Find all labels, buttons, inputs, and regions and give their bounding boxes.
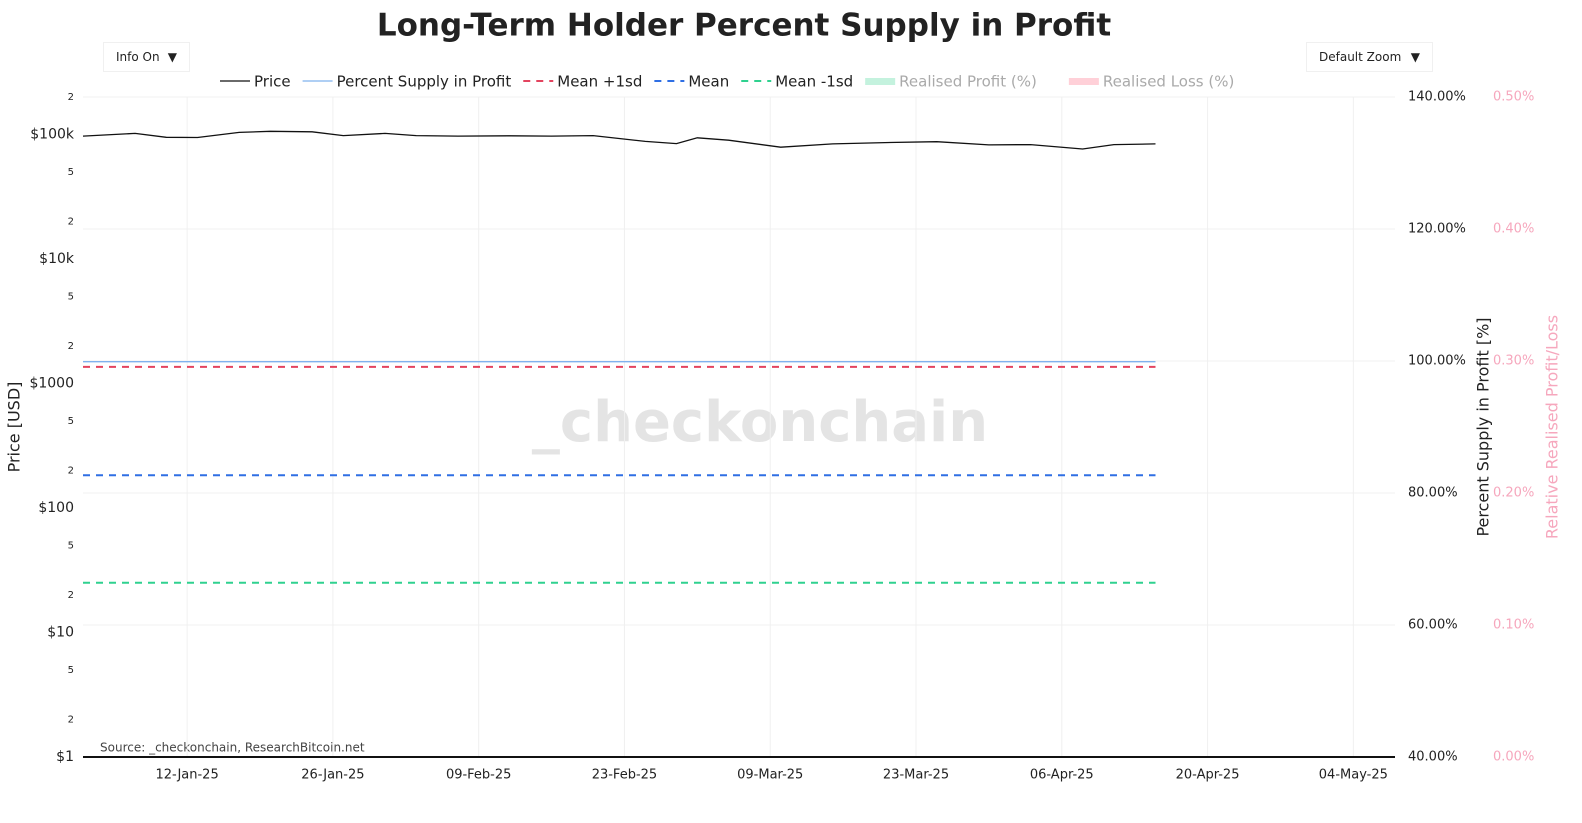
legend-swatch [1068, 78, 1099, 85]
legend-label: Price [254, 73, 291, 91]
legend-label: Mean [688, 73, 729, 91]
zoom-dropdown[interactable]: Default Zoom ▼ [1306, 42, 1433, 72]
y3-tick-label: 0.30% [1493, 354, 1534, 369]
y2-tick-label: 40.00% [1408, 750, 1458, 765]
y3-tick-label: 0.20% [1493, 486, 1534, 501]
y3-tick-label: 0.40% [1493, 222, 1534, 237]
y-tick-label: 5 [68, 167, 74, 178]
y-tick-label: 2 [68, 92, 74, 103]
y2-tick-label: 60.00% [1408, 618, 1458, 633]
watermark: _checkonchain [532, 390, 988, 455]
y-axis-title: Price [USD] [5, 382, 24, 473]
info-dropdown[interactable]: Info On ▼ [103, 42, 190, 72]
y-tick-label: 5 [68, 665, 74, 676]
y-tick-label: 2 [68, 590, 74, 601]
dropdown-arrow: ▼ [167, 50, 177, 64]
y2-tick-label: 120.00% [1408, 222, 1466, 237]
source-note: Source: _checkonchain, ResearchBitcoin.n… [100, 741, 365, 755]
y3-tick-label: 0.10% [1493, 618, 1534, 633]
x-tick-label: 09-Feb-25 [446, 768, 511, 783]
y-tick-label: 2 [68, 341, 74, 352]
zoom-label: Default Zoom [1319, 50, 1402, 64]
legend-label: Percent Supply in Profit [337, 73, 512, 91]
legend-label: Mean +1sd [557, 73, 642, 91]
legend-swatch [865, 78, 896, 85]
y-tick-label: 5 [68, 416, 74, 427]
legend-label: Realised Loss (%) [1103, 73, 1234, 91]
x-tick-label: 23-Feb-25 [592, 768, 657, 783]
x-tick-label: 09-Mar-25 [737, 768, 803, 783]
dropdown-arrow: ▼ [1410, 50, 1420, 64]
y3-tick-label: 0.50% [1493, 90, 1534, 105]
x-tick-label: 06-Apr-25 [1030, 768, 1094, 783]
y-tick-label: $1 [56, 749, 74, 765]
x-tick-label: 04-May-25 [1319, 768, 1388, 783]
y-tick-label: $10k [39, 251, 75, 267]
y-tick-label: $10 [47, 624, 74, 640]
chart-title: Long-Term Holder Percent Supply in Profi… [377, 8, 1112, 44]
y2-tick-label: 80.00% [1408, 486, 1458, 501]
y-tick-label: 2 [68, 466, 74, 477]
y2-tick-label: 140.00% [1408, 90, 1466, 105]
y-tick-label: $100k [30, 126, 75, 142]
y-tick-label: 2 [68, 715, 74, 726]
legend-label: Realised Profit (%) [899, 73, 1037, 91]
y-tick-label: 2 [68, 217, 74, 228]
y2-tick-label: 100.00% [1408, 354, 1466, 369]
x-tick-label: 23-Mar-25 [883, 768, 949, 783]
legend-label: Mean -1sd [775, 73, 853, 91]
info-label: Info On [116, 50, 160, 64]
x-tick-label: 20-Apr-25 [1176, 768, 1240, 783]
y2-axis-title: Percent Supply in Profit [%] [1474, 317, 1493, 536]
y-tick-label: $100 [38, 500, 74, 516]
y-tick-label: $1000 [29, 375, 74, 391]
y3-tick-label: 0.00% [1493, 750, 1534, 765]
y3-axis-title: Relative Realised Profit/Loss [1543, 315, 1562, 539]
y-tick-label: 5 [68, 291, 74, 302]
y-tick-label: 5 [68, 540, 74, 551]
series-line [82, 130, 1156, 150]
x-tick-label: 26-Jan-25 [301, 768, 364, 783]
x-tick-label: 12-Jan-25 [156, 768, 219, 783]
